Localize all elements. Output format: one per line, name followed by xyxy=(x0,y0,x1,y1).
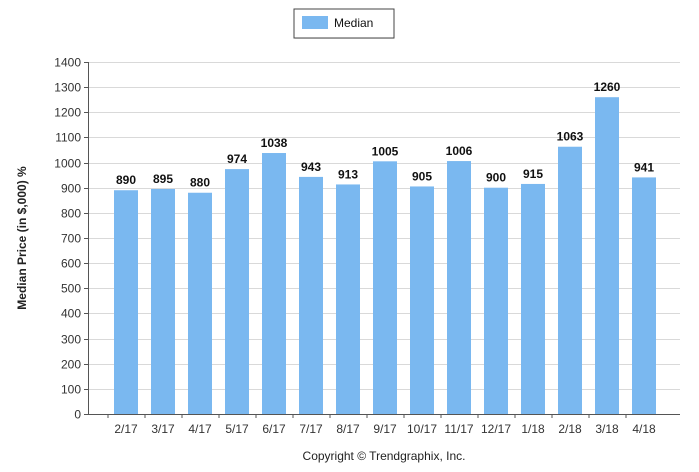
bar-12-17 xyxy=(484,187,508,414)
data-label: 913 xyxy=(338,167,358,181)
x-tick-label: 2/18 xyxy=(558,422,582,436)
bar-4-18 xyxy=(632,177,656,414)
x-tick-label: 11/17 xyxy=(444,422,473,436)
y-tick-label: 500 xyxy=(61,282,81,296)
data-label: 900 xyxy=(486,171,506,185)
x-tick-label: 9/17 xyxy=(373,422,397,436)
bar-7-17 xyxy=(299,176,323,414)
x-tick-label: 1/18 xyxy=(521,422,545,436)
bar-3-18 xyxy=(595,97,619,414)
data-label: 1260 xyxy=(594,80,621,94)
x-tick-label: 12/17 xyxy=(481,422,511,436)
x-tick-label: 5/17 xyxy=(225,422,249,436)
data-label: 890 xyxy=(116,173,136,187)
x-tick-label: 10/17 xyxy=(407,422,437,436)
y-tick-label: 0 xyxy=(74,408,81,422)
x-tick-label: 3/17 xyxy=(151,422,175,436)
y-tick-label: 100 xyxy=(61,383,81,397)
y-tick-label: 400 xyxy=(61,307,81,321)
data-label: 1006 xyxy=(446,144,473,158)
bar-5-17 xyxy=(225,169,249,414)
bar-1-18 xyxy=(521,183,545,414)
x-tick-label: 4/18 xyxy=(632,422,656,436)
bars xyxy=(114,97,656,414)
y-tick-label: 1200 xyxy=(54,106,81,120)
data-labels: 890 895 880 974 1038 943 913 1005 905 1006 900 915 1… xyxy=(116,80,654,190)
y-axis-title: Median Price (in $,000) % xyxy=(15,166,29,310)
x-tick-label: 3/18 xyxy=(595,422,619,436)
bar-4-17 xyxy=(188,192,212,414)
bar-10-17 xyxy=(410,186,434,414)
x-tick-label: 7/17 xyxy=(299,422,323,436)
data-label: 905 xyxy=(412,169,432,183)
y-tick-labels: 0 100 200 300 400 500 600 700 800 900 1000 1100 1200… xyxy=(54,56,81,422)
data-label: 943 xyxy=(301,160,321,174)
y-tick-label: 1100 xyxy=(55,131,81,145)
x-tick-label: 4/17 xyxy=(188,422,212,436)
bar-11-17 xyxy=(447,161,471,414)
bar-6-17 xyxy=(262,153,286,414)
y-tick-label: 800 xyxy=(61,207,81,221)
y-tick-label: 1000 xyxy=(54,157,81,171)
axes xyxy=(88,62,680,415)
x-tick-label: 2/17 xyxy=(114,422,138,436)
y-tick-label: 700 xyxy=(61,232,81,246)
data-label: 941 xyxy=(634,160,654,174)
bar-2-18 xyxy=(558,146,582,414)
bar-2-17 xyxy=(114,190,138,414)
y-tick-label: 300 xyxy=(61,333,81,347)
data-label: 974 xyxy=(227,152,247,166)
x-tick-labels: 2/17 3/17 4/17 5/17 6/17 7/17 8/17 9/17 10/17 11/… xyxy=(107,414,656,436)
y-tick-label: 1400 xyxy=(54,56,81,70)
copyright-text: Copyright © Trendgraphix, Inc. xyxy=(303,449,466,463)
y-tick-label: 200 xyxy=(61,358,81,372)
data-label: 915 xyxy=(523,167,543,181)
y-tick-label: 900 xyxy=(61,182,81,196)
data-label: 880 xyxy=(190,176,210,190)
data-label: 1005 xyxy=(372,144,399,158)
data-label: 1038 xyxy=(261,136,288,150)
y-tick-label: 1300 xyxy=(54,81,81,95)
data-label: 1063 xyxy=(557,130,584,144)
legend: Median xyxy=(293,8,395,39)
y-tick-label: 600 xyxy=(61,257,81,271)
legend-swatch xyxy=(302,16,328,29)
x-tick-label: 6/17 xyxy=(262,422,286,436)
data-label: 895 xyxy=(153,172,173,186)
legend-label: Median xyxy=(334,16,373,30)
bar-9-17 xyxy=(373,161,397,414)
bar-3-17 xyxy=(151,188,175,414)
bar-8-17 xyxy=(336,184,360,414)
x-tick-label: 8/17 xyxy=(336,422,360,436)
